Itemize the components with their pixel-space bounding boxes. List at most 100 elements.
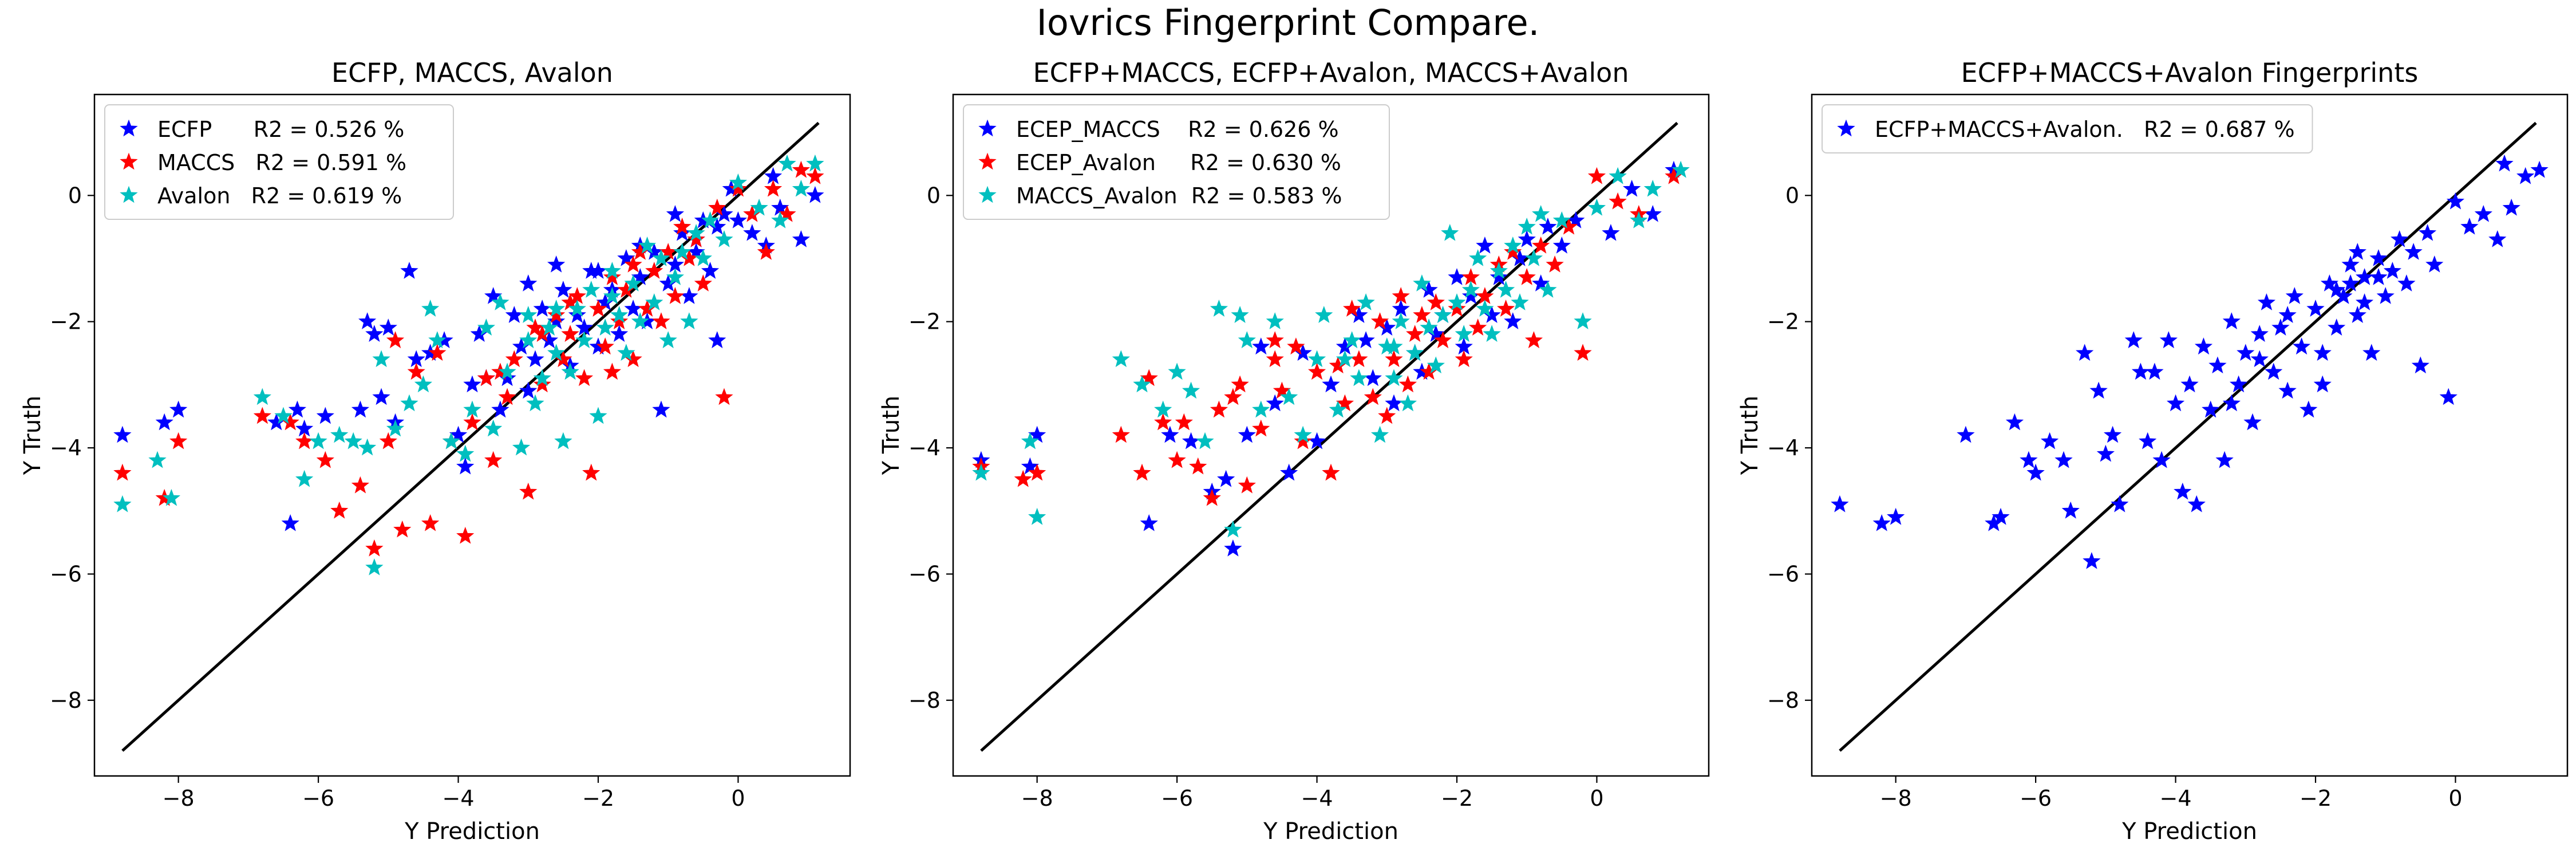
data-point: [365, 539, 384, 557]
data-point: [561, 325, 579, 342]
data-point: [687, 223, 705, 241]
legend-label: ECEP_Avalon R2 = 0.630 %: [1016, 150, 1341, 175]
data-point: [1266, 394, 1284, 412]
data-point: [2306, 300, 2325, 317]
data-point: [2166, 394, 2185, 412]
data-point: [610, 325, 629, 342]
data-point: [491, 293, 509, 310]
scatter-panel-1: ECFP, MACCS, Avalon −8 −6 −4 −2 0 −8 −6 −4 −2 0 Y P…: [19, 57, 851, 845]
data-point: [547, 306, 566, 323]
data-point: [1385, 394, 1403, 412]
data-point: [1552, 236, 1571, 254]
data-point: [1992, 507, 2010, 525]
data-point: [2229, 375, 2248, 393]
data-point: [386, 419, 405, 437]
data-point: [1021, 432, 1040, 450]
data-point: [2383, 262, 2402, 279]
data-point: [1266, 312, 1284, 329]
data-point: [610, 306, 629, 323]
data-point: [596, 337, 614, 355]
data-point: [281, 514, 299, 531]
data-point: [155, 413, 173, 431]
data-point: [309, 432, 327, 450]
data-point: [1552, 211, 1571, 228]
data-point: [526, 350, 544, 368]
data-point: [1322, 375, 1340, 393]
data-point: [729, 179, 748, 197]
data-point: [1133, 375, 1151, 393]
data-point: [547, 344, 566, 361]
data-point: [2208, 356, 2227, 374]
data-point: [1574, 312, 1592, 329]
data-point: [1307, 350, 1326, 368]
x-axis-label: Y Prediction: [1263, 818, 1398, 845]
data-point: [596, 318, 614, 336]
data-point: [1350, 350, 1368, 368]
data-point: [519, 274, 538, 291]
data-point: [2292, 337, 2311, 355]
data-point: [575, 369, 594, 387]
data-point: [1385, 337, 1403, 355]
data-point: [694, 249, 712, 266]
data-point: [428, 331, 447, 349]
data-point: [1161, 425, 1179, 443]
data-point: [113, 495, 132, 513]
data-point: [1196, 432, 1214, 450]
data-point: [2341, 255, 2360, 273]
y-tick-label: −8: [908, 688, 941, 713]
data-point: [771, 211, 789, 228]
data-point: [477, 318, 496, 336]
x-tick-label: 0: [2448, 786, 2462, 811]
data-point: [1252, 337, 1270, 355]
data-point: [1231, 306, 1249, 323]
data-point: [2488, 230, 2507, 247]
data-point: [1406, 325, 1424, 342]
data-point: [1398, 394, 1417, 412]
data-point: [666, 268, 685, 285]
data-point: [603, 362, 622, 380]
data-point: [1448, 268, 1466, 285]
data-point: [2061, 501, 2080, 519]
y-tick-label: −6: [50, 561, 82, 586]
identity-line: [1839, 121, 2537, 752]
data-point: [428, 344, 447, 361]
data-point: [1469, 318, 1487, 336]
data-point: [715, 388, 733, 405]
data-point: [484, 451, 503, 468]
x-tick-label: −2: [2300, 786, 2332, 811]
data-point: [2355, 293, 2374, 310]
plot-frame: [93, 93, 851, 777]
x-axis-label: Y Prediction: [2121, 818, 2257, 845]
data-point: [1413, 306, 1431, 323]
data-point: [1448, 293, 1466, 310]
data-point: [624, 255, 642, 273]
y-tick-label: 0: [927, 183, 941, 208]
data-point: [1238, 425, 1256, 443]
data-point: [2005, 413, 2024, 431]
data-point: [1370, 312, 1389, 329]
x-tick-label: −4: [1301, 786, 1333, 811]
data-point: [1392, 312, 1410, 329]
data-point: [1643, 204, 1662, 222]
data-point: [694, 274, 712, 291]
data-point: [715, 230, 733, 247]
data-point: [1622, 179, 1641, 197]
data-point: [2180, 375, 2199, 393]
data-point: [638, 236, 657, 254]
data-point: [673, 217, 692, 235]
legend-marker: [120, 152, 138, 170]
data-point: [1307, 362, 1326, 380]
data-point: [792, 160, 811, 178]
data-point: [2397, 274, 2416, 291]
data-point: [1336, 350, 1354, 368]
data-point: [1280, 388, 1298, 405]
data-point: [1539, 217, 1557, 235]
y-axis-label: Y Truth: [1737, 396, 1763, 476]
legend-box: [104, 104, 454, 220]
data-point: [519, 381, 538, 399]
data-point: [1217, 470, 1235, 487]
data-point: [2096, 444, 2115, 462]
series-blue: [1831, 154, 2549, 569]
data-point: [652, 249, 670, 266]
